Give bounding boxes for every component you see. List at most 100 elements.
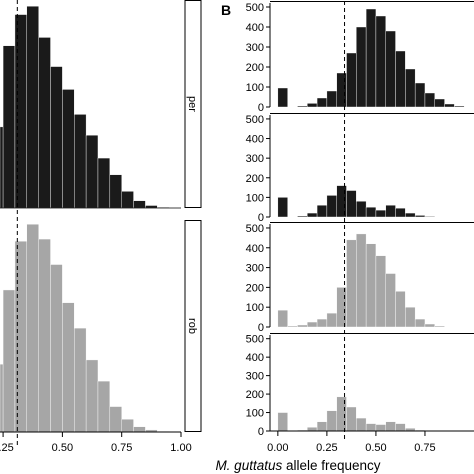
y-tick-label: 500 xyxy=(246,114,264,126)
histogram-bar xyxy=(356,26,367,108)
histogram-bar xyxy=(14,240,28,433)
histogram-bar xyxy=(2,289,16,433)
x-tick-label: 0.00 xyxy=(267,442,288,454)
histogram-bar xyxy=(414,82,426,108)
histogram-bar xyxy=(133,426,146,433)
histogram-bar xyxy=(0,363,4,433)
y-tick-label: 300 xyxy=(246,371,264,383)
x-tick-label: 0.25 xyxy=(0,442,14,454)
histogram-bar xyxy=(385,421,396,432)
histogram-bar xyxy=(297,215,308,218)
histogram-bar xyxy=(50,66,63,209)
y-tick-label: 500 xyxy=(246,223,264,235)
histogram-bar xyxy=(326,312,337,328)
histogram-bar xyxy=(395,423,406,432)
histogram-bar xyxy=(434,98,445,108)
histogram-bar xyxy=(405,68,416,108)
x-tick-label: 1.00 xyxy=(170,442,191,454)
histogram-bar xyxy=(97,380,111,433)
histogram-bar xyxy=(405,306,416,328)
y-tick-label: 200 xyxy=(246,173,264,185)
histogram-bar xyxy=(0,126,4,209)
x-axis-title-species: M. guttatus xyxy=(215,458,282,473)
histogram-bar xyxy=(287,325,298,328)
y-tick-label: 500 xyxy=(246,334,264,346)
histogram-bar xyxy=(385,30,396,108)
histogram-bar xyxy=(326,90,337,108)
y-tick-label: 100 xyxy=(246,408,264,420)
histogram-bar xyxy=(395,291,406,328)
x-axis-title-rest: allele frequency xyxy=(282,458,381,473)
x-tick-label: 0.25 xyxy=(316,442,337,454)
panel-b-label: B xyxy=(221,2,231,18)
histogram-bar xyxy=(121,419,134,433)
histogram-bar xyxy=(297,105,308,108)
histogram-bar xyxy=(336,287,347,328)
histogram-bar xyxy=(297,324,308,328)
histogram-bar xyxy=(414,215,426,218)
y-tick-label: 200 xyxy=(246,389,264,401)
histogram-bar xyxy=(277,309,288,328)
histogram-bar xyxy=(424,323,435,328)
histogram-bar xyxy=(277,87,288,108)
histogram-bar xyxy=(365,206,377,218)
y-tick-label: 100 xyxy=(246,302,264,314)
y-tick-label: 0 xyxy=(258,426,264,438)
histogram-bar xyxy=(109,174,122,209)
histogram-bar xyxy=(444,103,455,108)
histogram-bar xyxy=(346,190,357,218)
histogram-bar xyxy=(133,200,146,209)
histogram-bar xyxy=(414,318,426,328)
histogram-bar xyxy=(434,325,445,328)
histogram-bar xyxy=(385,205,396,218)
y-tick-label: 200 xyxy=(246,62,264,74)
histogram-bar xyxy=(375,209,386,218)
histogram-bar xyxy=(62,302,75,433)
histogram-bar xyxy=(356,233,367,328)
histogram-bar xyxy=(109,406,122,433)
y-tick-label: 400 xyxy=(246,352,264,364)
histogram-bar xyxy=(307,427,318,432)
x-axis-title: M. guttatus allele frequency xyxy=(215,458,380,473)
y-tick-label: 400 xyxy=(246,134,264,146)
x-tick-label: 0.75 xyxy=(414,442,435,454)
y-tick-label: 200 xyxy=(246,282,264,294)
histogram-bar xyxy=(38,37,51,209)
y-tick-label: 0 xyxy=(258,322,264,334)
histogram-bar xyxy=(346,406,357,432)
histogram-bar xyxy=(395,50,406,108)
histogram-bar xyxy=(424,216,435,218)
histogram-bar xyxy=(277,412,288,432)
y-tick-label: 300 xyxy=(246,42,264,54)
histogram-bar xyxy=(454,105,465,108)
histogram-bar xyxy=(316,97,328,108)
histogram-bar xyxy=(385,273,396,328)
histogram-bar xyxy=(26,6,39,209)
histogram-bar xyxy=(277,197,288,218)
histogram-bar xyxy=(97,157,111,209)
facet-strip-label: per xyxy=(186,96,198,112)
histogram-bar xyxy=(346,52,357,108)
histogram-bar xyxy=(395,207,406,218)
panel-a: per rob 0.25 0.50 0.75 1.00 xyxy=(0,0,202,454)
histogram-bar xyxy=(85,359,99,433)
histogram-bar xyxy=(405,212,416,218)
histogram-bar xyxy=(121,191,134,209)
histogram-bar xyxy=(62,89,75,209)
histogram-bar xyxy=(375,255,386,328)
histogram-bar xyxy=(307,103,318,108)
histogram-bar xyxy=(326,410,337,432)
x-tick-label: 0.75 xyxy=(111,442,132,454)
histogram-bar xyxy=(356,417,367,432)
histogram-bar xyxy=(26,224,39,433)
histogram-bar xyxy=(316,318,328,328)
facet-strip xyxy=(184,220,202,432)
histogram-bar xyxy=(307,212,318,218)
y-tick-label: 0 xyxy=(258,212,264,224)
y-tick-label: 300 xyxy=(246,263,264,275)
histogram-bar xyxy=(85,134,99,209)
histogram-bar xyxy=(375,424,386,432)
y-tick-label: 400 xyxy=(246,22,264,34)
histogram-bar xyxy=(307,321,318,328)
